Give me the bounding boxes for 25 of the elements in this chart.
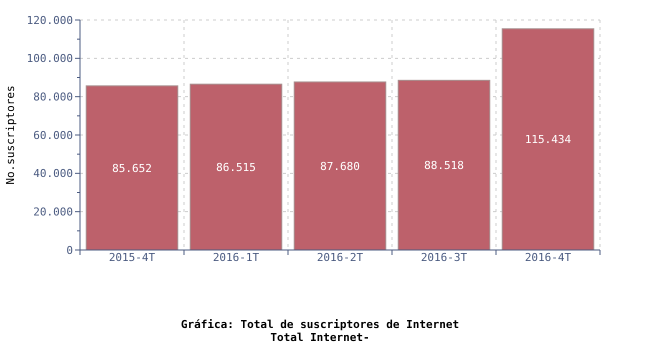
x-tick-label: 2016-3T	[420, 251, 468, 264]
x-tick-label: 2016-4T	[524, 251, 572, 264]
bar	[398, 80, 490, 250]
text: Total Internet-	[270, 331, 370, 344]
data-label: 115.434	[524, 133, 572, 146]
y-tick-label: 40.000	[33, 167, 73, 180]
y-axis-title: No.suscriptores	[4, 85, 17, 185]
y-tick-label: 0	[66, 244, 73, 257]
x-tick-label: 2015-4T	[108, 251, 156, 264]
x-tick-label: 2016-2T	[316, 251, 364, 264]
y-tick-label: 20.000	[33, 206, 73, 219]
data-label: 87.680	[320, 160, 360, 173]
y-tick-label: 80.000	[33, 90, 73, 104]
data-label: 86.515	[216, 160, 256, 174]
y-tick-label: 120.000	[26, 14, 73, 27]
x-tick-label: 2016-1T	[212, 251, 260, 264]
bar	[294, 81, 386, 250]
data-label: 85.652	[112, 162, 152, 175]
text: Gráfica: Total de suscriptores de Internet	[180, 318, 460, 331]
bar	[86, 85, 178, 250]
y-tick-label: 60.000	[33, 128, 73, 142]
bar	[190, 84, 282, 250]
bar	[502, 28, 594, 250]
y-tick-label: 100.000	[26, 52, 73, 66]
data-label: 88.518	[424, 159, 464, 172]
